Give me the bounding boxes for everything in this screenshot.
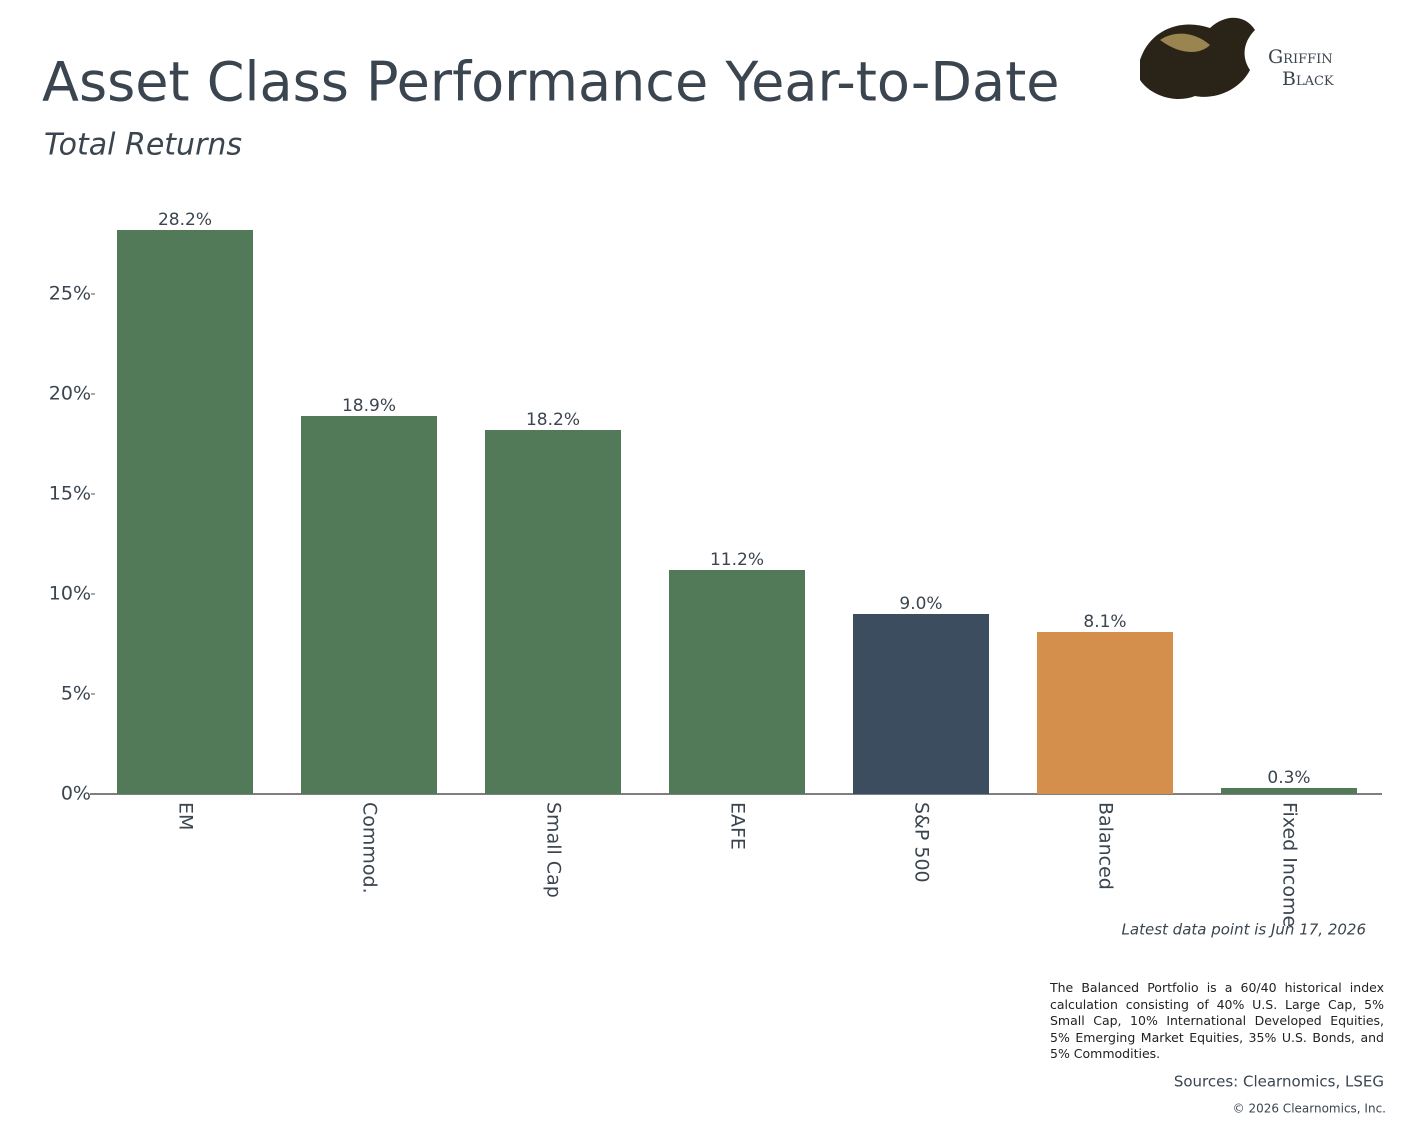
x-tick-label: EM <box>175 802 197 830</box>
x-tick-label: EAFE <box>727 802 749 850</box>
y-tick-label: 25% <box>49 283 91 305</box>
x-tick-label: Small Cap <box>543 802 565 898</box>
logo: Griffin Black <box>1140 17 1334 99</box>
value-label: 18.9% <box>342 396 396 416</box>
y-tick-label: 0% <box>61 783 91 805</box>
bar <box>669 570 805 794</box>
value-label: 9.0% <box>899 594 942 614</box>
bar <box>1221 788 1357 794</box>
x-tick-label: Commod. <box>359 802 381 894</box>
x-tick-label: Balanced <box>1095 802 1117 890</box>
y-tick-label: 10% <box>49 583 91 605</box>
value-label: 11.2% <box>710 550 764 570</box>
value-label: 18.2% <box>526 410 580 430</box>
chart-title: Asset Class Performance Year-to-Date <box>42 51 1059 114</box>
x-tick-label: Fixed Income <box>1279 802 1301 927</box>
y-tick-label: 15% <box>49 483 91 505</box>
logo-wing <box>1160 33 1210 52</box>
value-label: 8.1% <box>1083 612 1126 632</box>
value-label: 0.3% <box>1267 768 1310 788</box>
copyright: © 2026 Clearnomics, Inc. <box>1233 1102 1386 1116</box>
x-tick-label: S&P 500 <box>911 802 933 883</box>
source: Sources: Clearnomics, LSEG <box>1174 1073 1384 1091</box>
bar <box>485 430 621 794</box>
bar <box>853 614 989 794</box>
logo-mark <box>1140 17 1255 99</box>
chart-subtitle: Total Returns <box>44 128 242 163</box>
logo-text: Black <box>1282 68 1334 90</box>
y-tick-label: 5% <box>61 683 91 705</box>
footnote: The Balanced Portfolio is a 60/40 histor… <box>1050 980 1384 1061</box>
bar <box>301 416 437 794</box>
value-label: 28.2% <box>158 210 212 230</box>
annotation: Latest data point is Jun 17, 2026 <box>1122 921 1366 939</box>
y-tick-label: 20% <box>49 383 91 405</box>
bar <box>117 230 253 794</box>
logo-text: Griffin <box>1268 46 1333 68</box>
bar <box>1037 632 1173 794</box>
